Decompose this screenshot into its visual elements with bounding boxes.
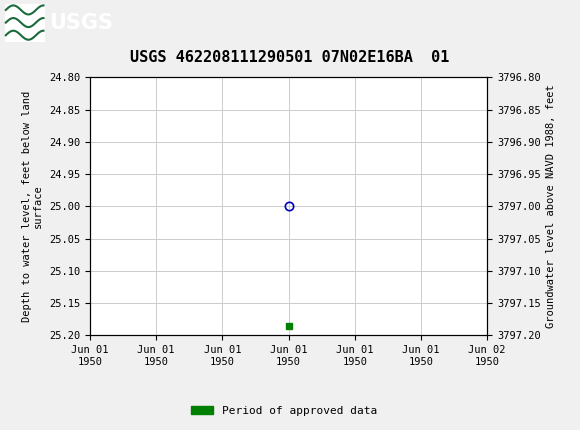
FancyBboxPatch shape [5, 3, 45, 42]
Text: USGS: USGS [49, 12, 113, 33]
Y-axis label: Groundwater level above NAVD 1988, feet: Groundwater level above NAVD 1988, feet [546, 85, 556, 328]
Text: USGS 462208111290501 07N02E16BA  01: USGS 462208111290501 07N02E16BA 01 [130, 49, 450, 64]
Legend: Period of approved data: Period of approved data [187, 401, 382, 420]
Y-axis label: Depth to water level, feet below land
surface: Depth to water level, feet below land su… [22, 91, 44, 322]
